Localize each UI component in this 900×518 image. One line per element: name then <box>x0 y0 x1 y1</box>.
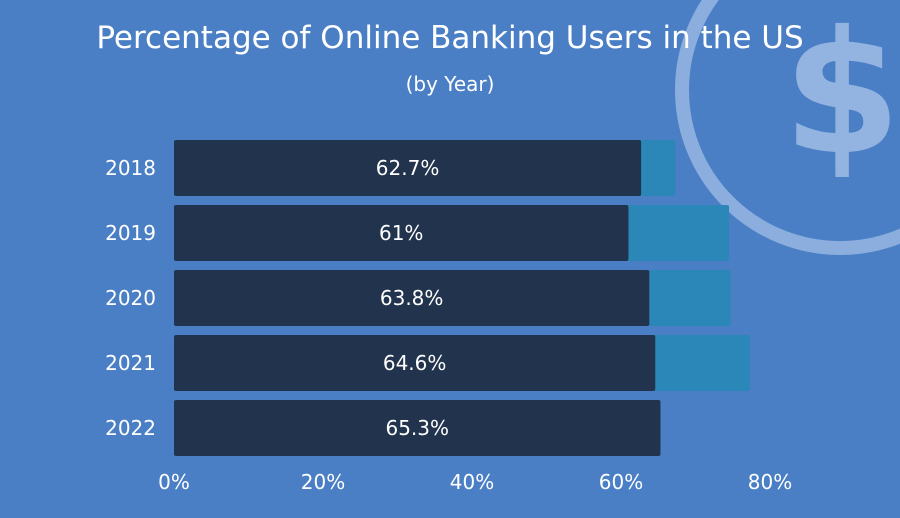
data-label-2019: 61% <box>379 221 423 245</box>
chart-subtitle: (by Year) <box>406 72 495 96</box>
bar-primary-2021 <box>174 335 656 391</box>
dollar-sign-icon: $ <box>783 0 900 193</box>
bar-primary-2019 <box>174 205 629 261</box>
x-tick-label: 80% <box>748 470 792 494</box>
data-label-2018: 62.7% <box>376 156 440 180</box>
category-label-2018: 2018 <box>105 156 156 180</box>
x-axis-ticks: 0% 20% 40% 60% 80% <box>158 470 792 494</box>
data-label-2021: 64.6% <box>383 351 447 375</box>
bar-primary-2022 <box>174 400 661 456</box>
data-label-2020: 63.8% <box>380 286 444 310</box>
x-tick-label: 0% <box>158 470 190 494</box>
category-labels: 2018 2019 2020 2021 2022 <box>105 156 156 440</box>
category-label-2022: 2022 <box>105 416 156 440</box>
dollar-coin-icon: $ <box>675 0 900 255</box>
bars-group: 62.7% 61% 63.8% 64.6% 65.3% <box>174 140 750 456</box>
data-label-2022: 65.3% <box>385 416 449 440</box>
bar-primary-2020 <box>174 270 650 326</box>
category-label-2020: 2020 <box>105 286 156 310</box>
category-label-2019: 2019 <box>105 221 156 245</box>
x-tick-label: 20% <box>301 470 345 494</box>
bar-primary-2018 <box>174 140 642 196</box>
category-label-2021: 2021 <box>105 351 156 375</box>
chart-title: Percentage of Online Banking Users in th… <box>96 20 803 56</box>
x-tick-label: 60% <box>599 470 643 494</box>
x-tick-label: 40% <box>450 470 494 494</box>
